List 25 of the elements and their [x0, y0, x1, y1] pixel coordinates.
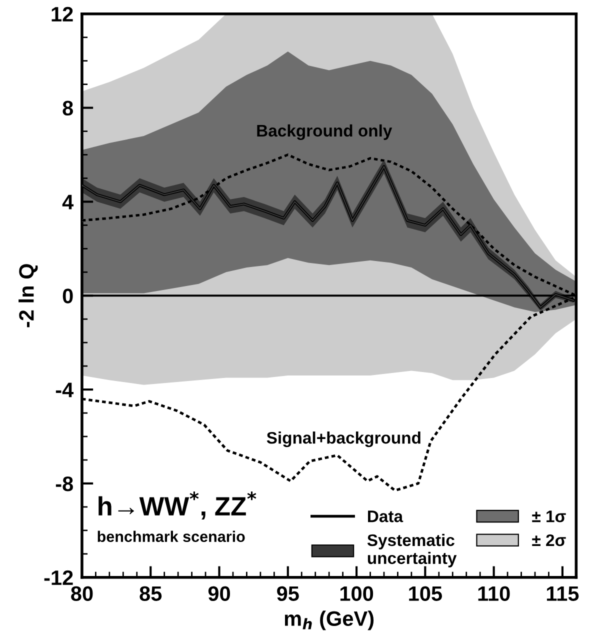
- legend-label: ± 2σ: [532, 534, 566, 546]
- annotation: Signal+background: [266, 432, 420, 448]
- y-tick-label: 0: [62, 288, 73, 304]
- annotation: Background only: [257, 124, 392, 140]
- y-tick-label: 12: [52, 6, 73, 22]
- legend-label: Systematic uncertainty: [367, 534, 457, 568]
- legend-label: ± 1σ: [532, 510, 566, 522]
- y-tick-label: -12: [44, 570, 73, 585]
- legend-label: Data: [368, 510, 404, 522]
- x-tick-label: 95: [277, 586, 299, 601]
- x-axis-title: m$_{h}$ (GeV): [284, 610, 374, 630]
- y-tick-label: -8: [56, 476, 73, 492]
- x-tick-label: 115: [546, 586, 579, 601]
- annotation: benchmark scenario: [98, 530, 245, 542]
- x-tick-label: 110: [478, 586, 510, 601]
- x-tick-label: 90: [208, 586, 230, 601]
- annotation: h→WW$^{*}$, ZZ$^{*}$: [98, 492, 256, 520]
- y-tick-label: -4: [56, 382, 74, 398]
- x-tick-label: 100: [340, 586, 374, 601]
- y-axis-title: -2 ln Q: [18, 264, 38, 328]
- x-tick-label: 85: [140, 586, 162, 601]
- x-tick-label: 105: [409, 586, 442, 601]
- y-tick-label: 4: [62, 194, 74, 210]
- x-tick-label: 80: [71, 586, 93, 601]
- y-tick-label: 8: [62, 100, 73, 116]
